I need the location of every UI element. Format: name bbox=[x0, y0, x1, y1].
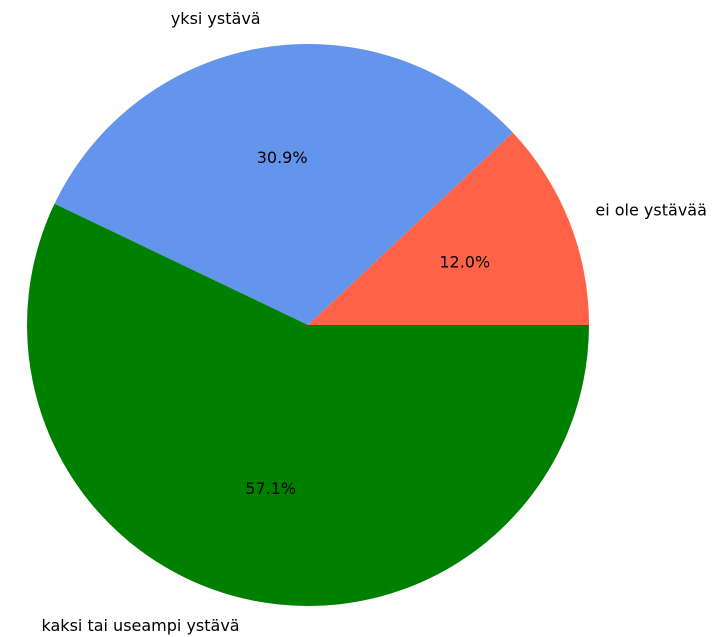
pie-slice bbox=[308, 132, 589, 325]
pie-slice bbox=[54, 43, 513, 325]
percent-label: 57.1% bbox=[245, 479, 296, 498]
slice-label: kaksi tai useampi ystävä bbox=[42, 616, 240, 635]
percent-label: 30.9% bbox=[257, 148, 308, 167]
slice-label: ei ole ystävää bbox=[595, 201, 707, 220]
pie-slice bbox=[26, 203, 590, 607]
percent-label: 12.0% bbox=[439, 252, 490, 271]
slice-label: yksi ystävä bbox=[171, 9, 261, 28]
